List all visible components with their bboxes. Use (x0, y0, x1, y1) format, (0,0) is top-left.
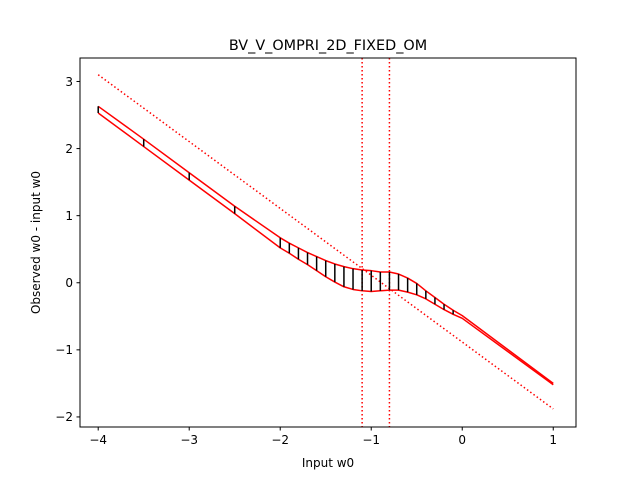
y-tick-label: 2 (65, 142, 73, 156)
chart-title: BV_V_OMPRI_2D_FIXED_OM (229, 38, 427, 54)
plot-marks (97, 58, 554, 427)
y-tick-label: 0 (65, 276, 73, 290)
y-tick-label: 1 (65, 209, 73, 223)
x-tick-label: 0 (458, 433, 466, 447)
plot-area (80, 58, 576, 427)
x-tick-label: −4 (89, 433, 107, 447)
y-axis: −2 −1 0 1 2 3 (55, 75, 80, 424)
x-tick-label: −1 (362, 433, 380, 447)
series-lower-bound-line (97, 112, 554, 386)
y-tick-label: 3 (65, 75, 73, 89)
series-upper-bound-line (97, 105, 554, 384)
x-tick-label: −3 (180, 433, 198, 447)
y-tick-label: −1 (55, 343, 73, 357)
x-tick-label: −2 (271, 433, 289, 447)
x-axis-label: Input w0 (302, 456, 354, 470)
axes-frame (79, 57, 577, 428)
y-axis-label: Observed w0 - input w0 (29, 171, 43, 314)
x-axis: −4 −3 −2 −1 0 1 (89, 427, 557, 447)
y-tick-label: −2 (55, 410, 73, 424)
x-tick-label: 1 (549, 433, 557, 447)
